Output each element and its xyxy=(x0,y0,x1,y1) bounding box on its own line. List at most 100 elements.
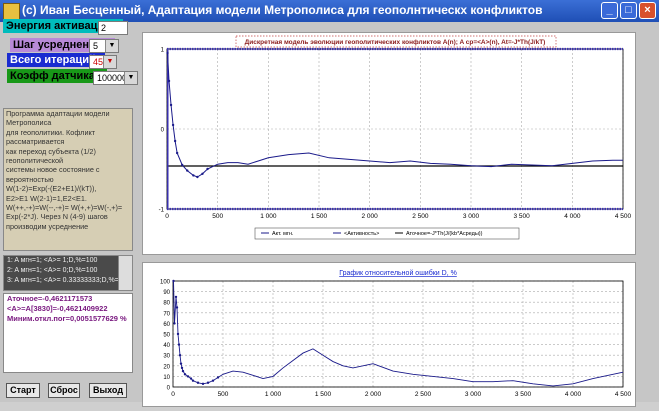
y-tick-label: -1 xyxy=(159,208,165,214)
coef-select-value: 100000 xyxy=(97,73,128,83)
memo-line: W(++,-+)=W(--,-+)= W(+,+)=W(-,+)= xyxy=(6,203,123,213)
error-point xyxy=(172,279,175,283)
error-point xyxy=(174,295,178,299)
close-icon[interactable]: × xyxy=(639,2,656,19)
x-tick-label: 500 xyxy=(218,391,229,398)
chevron-down-icon[interactable]: ▼ xyxy=(103,56,116,68)
coef-label: Коэфф датчика = xyxy=(7,69,108,83)
average-activity-point xyxy=(196,175,199,179)
chart-title-frame xyxy=(235,35,557,48)
evolution-chart-panel: 0 500 1 000 1 500 2 000 2 500 3 000 3 500 4 000 4… xyxy=(142,32,636,255)
memo-line: для геополитики. Кофликт xyxy=(6,127,96,137)
error-point xyxy=(175,306,179,309)
list-item: 2: A мгн=1; <A>= 0;D,%=100 xyxy=(7,267,98,274)
y-tick-label: 20 xyxy=(163,364,170,370)
maximize-icon[interactable]: □ xyxy=(620,2,637,19)
x-tick-label: 1 500 xyxy=(311,213,328,220)
average-activity-point xyxy=(181,163,184,167)
average-activity-point xyxy=(166,51,169,55)
iteration-log-list[interactable]: 1: A мгн=1; <A>= 1;D,%=100 2: A мгн=1; <… xyxy=(3,255,133,291)
result-average: <A>=A[3830]=-0,4621409922 xyxy=(7,304,108,313)
result-min-error: Миним.откл.пог=0,0051577629 % xyxy=(7,314,127,323)
x-tick-label: 4 000 xyxy=(565,391,582,398)
x-tick-label: 3 000 xyxy=(463,213,480,220)
error-point xyxy=(178,354,182,357)
error-point xyxy=(206,381,210,384)
x-tick-label: 2 500 xyxy=(415,391,432,398)
minimize-icon[interactable]: _ xyxy=(601,2,618,19)
iter-label: Всего итераций= xyxy=(7,53,106,67)
list-item: 1: A мгн=1; <A>= 1;D,%=100 xyxy=(7,257,98,264)
memo-line: W(1-2)=Exp(-(E2+E1)/(kT)), xyxy=(6,184,97,194)
step-select[interactable]: 5 ▼ xyxy=(89,39,119,53)
x-tick-label: 0 xyxy=(171,391,175,398)
x-tick-label: 0 xyxy=(165,213,169,220)
x-tick-label: 1 000 xyxy=(265,391,282,398)
energy-label: Энергия активации = xyxy=(3,19,124,33)
legend-entry: Акт. мгн. xyxy=(272,231,294,237)
error-point xyxy=(177,343,181,346)
memo-line: как переход субъекта (1/2) xyxy=(6,146,96,156)
x-tick-label: 3 500 xyxy=(515,391,532,398)
x-tick-label: 3 000 xyxy=(465,391,482,398)
reset-button[interactable]: Сброс xyxy=(48,383,80,398)
y-tick-label: 60 xyxy=(163,322,170,328)
error-chart-panel: 0 500 1 000 1 500 2 000 2 500 3 000 3 500 4 000 4… xyxy=(142,262,636,407)
x-tick-label: 4 500 xyxy=(615,213,632,220)
x-tick-label: 2 000 xyxy=(365,391,382,398)
y-tick-label: 50 xyxy=(163,333,170,339)
average-activity-point xyxy=(167,79,171,83)
error-point xyxy=(201,382,205,386)
y-tick-label: 90 xyxy=(163,290,170,296)
x-tick-label: 3 500 xyxy=(514,213,531,220)
y-tick-label: 10 xyxy=(163,375,170,381)
energy-input[interactable]: 2 xyxy=(98,21,128,35)
y-tick-label: 0 xyxy=(167,386,171,392)
client-area: Энергия активации = 2 Шаг усреднения = 5… xyxy=(0,19,659,407)
x-tick-label: 1 500 xyxy=(315,391,332,398)
step-label: Шаг усреднения = xyxy=(10,38,115,52)
y-tick-label: 30 xyxy=(163,354,170,360)
y-tick-label: 1 xyxy=(161,48,165,54)
error-point xyxy=(183,373,187,376)
results-box: Аточное=-0,4621171573 <A>=A[3830]=-0,462… xyxy=(3,293,133,373)
memo-line: системы новое состояние с xyxy=(6,165,100,175)
x-tick-label: 4 500 xyxy=(615,391,632,398)
memo-line: вероятностью xyxy=(6,174,54,184)
y-tick-label: 40 xyxy=(163,343,170,349)
x-tick-label: 1 000 xyxy=(260,213,277,220)
average-activity-point xyxy=(201,172,204,175)
app-icon xyxy=(3,3,20,20)
start-button[interactable]: Старт xyxy=(6,383,40,398)
average-activity-point xyxy=(171,123,175,127)
average-activity-line xyxy=(167,52,623,178)
average-activity-point xyxy=(192,174,195,177)
error-point xyxy=(181,369,185,373)
chevron-down-icon[interactable]: ▼ xyxy=(105,40,118,52)
memo-line: геополитической xyxy=(6,156,64,166)
plot-area xyxy=(172,280,624,388)
legend-entry: <Активность> xyxy=(344,231,379,237)
exit-button[interactable]: Выход xyxy=(89,383,127,398)
result-exact: Аточное=-0,4621171573 xyxy=(7,294,93,303)
chevron-down-icon[interactable]: ▼ xyxy=(124,72,137,84)
chart-title: График относительной ошибки D, % xyxy=(339,269,457,277)
average-activity-point xyxy=(206,167,209,171)
y-tick-label: 70 xyxy=(163,311,170,317)
coef-select[interactable]: 100000 ▼ xyxy=(93,71,138,85)
error-point xyxy=(189,377,193,380)
step-select-value: 5 xyxy=(93,41,99,51)
list-item: 3: A мгн=1; <A>= 0.33333333;D,%= xyxy=(7,277,119,284)
legend-box xyxy=(254,227,520,240)
description-memo[interactable]: Программа адаптации модели Метрополиса для… xyxy=(3,108,133,251)
x-tick-label: 2 500 xyxy=(412,213,429,220)
error-point xyxy=(191,379,195,382)
title-bar: (с) Иван Бесценный, Адаптация модели Мет… xyxy=(0,0,659,22)
average-activity-point xyxy=(175,151,179,155)
memo-line: Метрополиса xyxy=(6,118,52,128)
scrollbar[interactable] xyxy=(118,256,132,290)
x-tick-label: 2 000 xyxy=(362,213,379,220)
error-point xyxy=(180,366,184,370)
average-activity-point xyxy=(173,139,177,143)
